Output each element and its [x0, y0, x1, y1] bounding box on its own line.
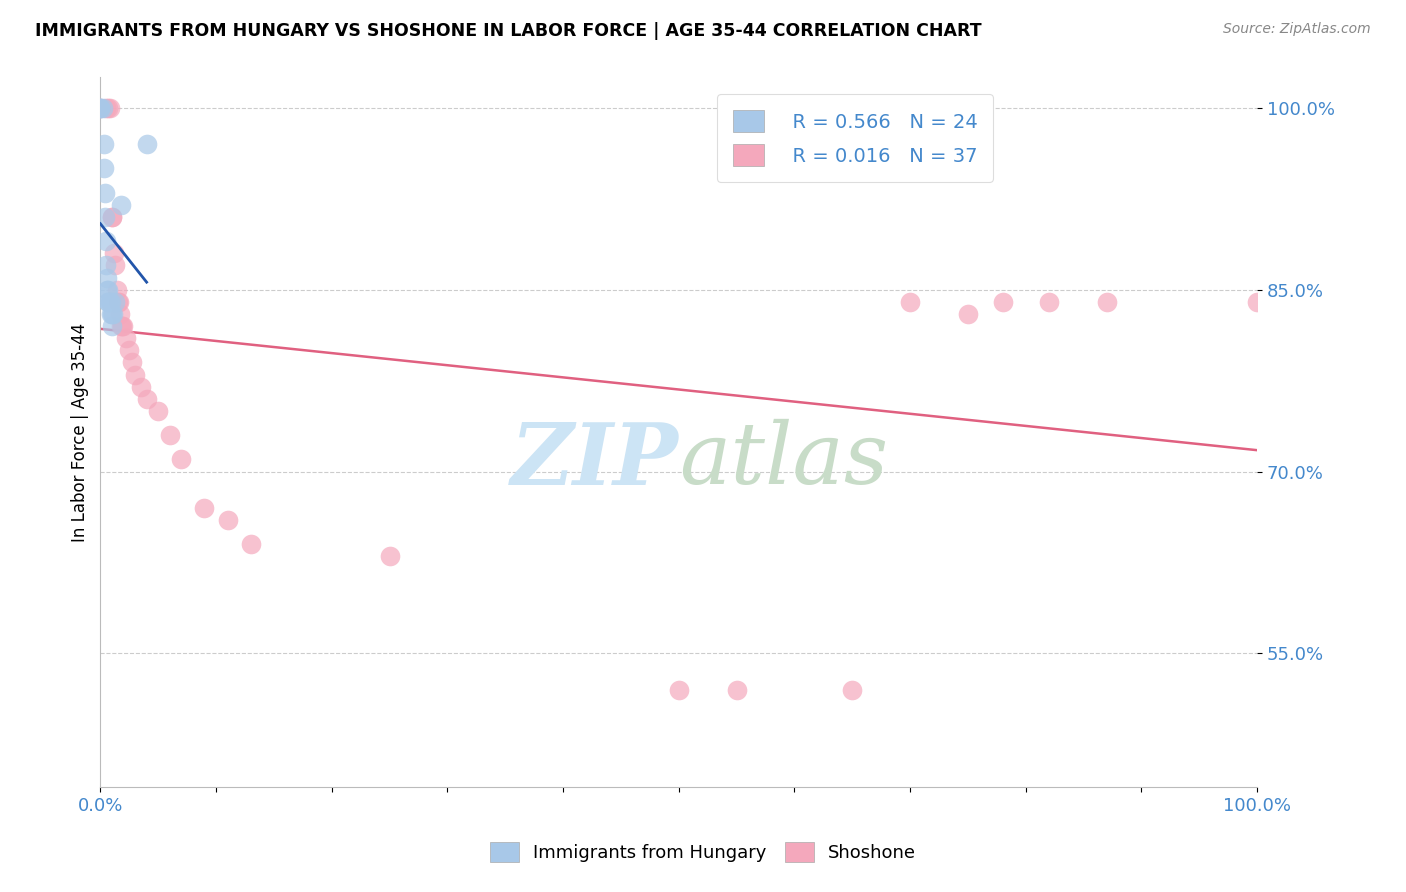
Text: Source: ZipAtlas.com: Source: ZipAtlas.com [1223, 22, 1371, 37]
Point [101, 319, 124, 334]
Point [96, 283, 118, 297]
Point [97, 294, 120, 309]
Text: atlas: atlas [679, 419, 887, 502]
Point [94, 234, 117, 248]
Point [104, 259, 127, 273]
Point [956, 307, 979, 321]
Point [170, 452, 193, 467]
Point [1095, 294, 1118, 309]
Point [97, 294, 120, 309]
Point [217, 513, 239, 527]
Point [108, 307, 131, 321]
Point [101, 210, 124, 224]
Point [129, 379, 152, 393]
Point [105, 283, 128, 297]
Point [98, 101, 121, 115]
Point [93, 161, 115, 176]
Point [94, 210, 117, 224]
Point [96, 270, 118, 285]
Point [108, 294, 131, 309]
Point [378, 549, 401, 564]
Point [103, 246, 125, 260]
Point [841, 682, 863, 697]
Point [668, 682, 690, 697]
Text: IMMIGRANTS FROM HUNGARY VS SHOSHONE IN LABOR FORCE | AGE 35-44 CORRELATION CHART: IMMIGRANTS FROM HUNGARY VS SHOSHONE IN L… [35, 22, 981, 40]
Legend: Immigrants from Hungary, Shoshone: Immigrants from Hungary, Shoshone [482, 834, 924, 870]
Point [89, 101, 111, 115]
Point [97, 101, 120, 115]
Point [148, 404, 170, 418]
Point [121, 355, 143, 369]
Point [1038, 294, 1060, 309]
Point [94, 259, 117, 273]
Point [725, 682, 748, 697]
Point [101, 307, 124, 321]
Point [135, 137, 157, 152]
Point [97, 283, 120, 297]
Point [107, 294, 129, 309]
Point [104, 294, 127, 309]
Point [114, 331, 136, 345]
Point [89, 101, 111, 115]
Point [94, 186, 117, 200]
Point [101, 210, 124, 224]
Point [110, 198, 132, 212]
Text: ZIP: ZIP [510, 418, 679, 502]
Y-axis label: In Labor Force | Age 35-44: In Labor Force | Age 35-44 [72, 323, 89, 541]
Point [101, 307, 124, 321]
Point [159, 428, 181, 442]
Point [94, 101, 117, 115]
Point [100, 294, 122, 309]
Point [1246, 294, 1268, 309]
Point [100, 307, 122, 321]
Point [111, 319, 134, 334]
Point [124, 368, 146, 382]
Point [112, 319, 135, 334]
Point [193, 500, 215, 515]
Point [898, 294, 921, 309]
Point [991, 294, 1014, 309]
Point [91, 101, 114, 115]
Point [98, 294, 121, 309]
Point [135, 392, 157, 406]
Legend:   R = 0.566   N = 24,   R = 0.016   N = 37: R = 0.566 N = 24, R = 0.016 N = 37 [717, 95, 993, 182]
Point [110, 319, 132, 334]
Point [118, 343, 141, 358]
Point [239, 537, 262, 551]
Point [89, 101, 111, 115]
Point [93, 137, 115, 152]
Point [89, 101, 111, 115]
